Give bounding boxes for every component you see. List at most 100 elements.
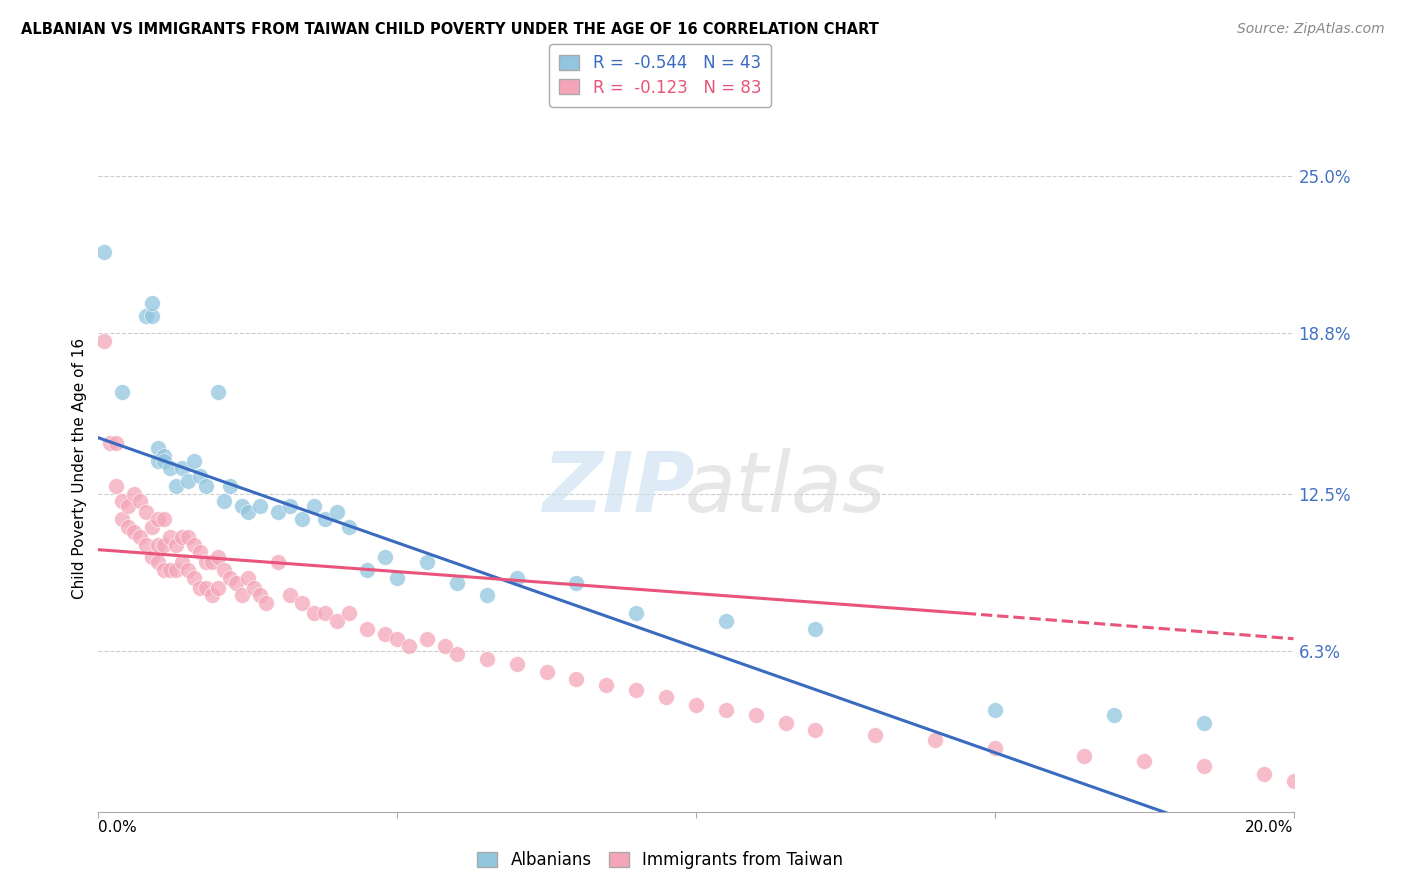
Point [111, 512, 134, 526]
Point [207, 384, 229, 399]
Point [141, 550, 163, 565]
Point [374, 626, 396, 640]
Point [141, 309, 163, 323]
Point [291, 596, 314, 610]
Point [172, 530, 194, 544]
Point [267, 504, 290, 518]
Point [111, 384, 134, 399]
Point [506, 571, 529, 585]
Point [135, 504, 157, 518]
Point [385, 571, 409, 585]
Point [236, 571, 259, 585]
Point [804, 622, 827, 636]
Point [506, 657, 529, 672]
Point [207, 550, 229, 565]
Point [148, 453, 170, 467]
Point [565, 575, 588, 590]
Point [1282, 774, 1305, 789]
Point [172, 461, 194, 475]
Point [153, 449, 176, 463]
Point [201, 556, 224, 570]
Point [865, 728, 887, 742]
Point [172, 556, 194, 570]
Point [775, 715, 797, 730]
Point [188, 581, 211, 595]
Point [1192, 759, 1215, 773]
Point [105, 479, 128, 493]
Point [356, 622, 378, 636]
Point [159, 461, 181, 475]
Point [188, 469, 211, 483]
Point [924, 733, 946, 747]
Point [804, 723, 827, 738]
Point [475, 589, 498, 603]
Point [195, 556, 218, 570]
Point [148, 441, 170, 455]
Point [626, 607, 648, 621]
Point [236, 504, 259, 518]
Text: Source: ZipAtlas.com: Source: ZipAtlas.com [1237, 22, 1385, 37]
Point [195, 479, 218, 493]
Point [148, 538, 170, 552]
Point [219, 571, 242, 585]
Point [249, 589, 271, 603]
Text: ALBANIAN VS IMMIGRANTS FROM TAIWAN CHILD POVERTY UNDER THE AGE OF 16 CORRELATION: ALBANIAN VS IMMIGRANTS FROM TAIWAN CHILD… [21, 22, 879, 37]
Point [165, 563, 187, 577]
Point [129, 530, 152, 544]
Point [225, 575, 247, 590]
Point [231, 500, 253, 514]
Point [177, 563, 200, 577]
Point [326, 504, 349, 518]
Point [249, 500, 271, 514]
Point [195, 581, 218, 595]
Point [153, 512, 176, 526]
Point [183, 571, 205, 585]
Point [475, 652, 498, 666]
Point [124, 524, 146, 539]
Point [339, 607, 360, 621]
Point [339, 520, 360, 534]
Point [219, 479, 242, 493]
Point [1253, 766, 1275, 780]
Point [165, 479, 187, 493]
Point [254, 596, 277, 610]
Point [446, 575, 468, 590]
Point [135, 309, 157, 323]
Text: 20.0%: 20.0% [1246, 820, 1294, 835]
Point [207, 581, 229, 595]
Point [434, 640, 457, 654]
Point [135, 538, 157, 552]
Point [374, 550, 396, 565]
Point [385, 632, 409, 646]
Point [302, 500, 325, 514]
Point [117, 500, 139, 514]
Point [595, 677, 617, 691]
Point [153, 563, 176, 577]
Point [1104, 708, 1126, 723]
Point [685, 698, 707, 712]
Point [278, 589, 301, 603]
Point [326, 614, 349, 628]
Point [201, 589, 224, 603]
Point [267, 556, 290, 570]
Point [536, 665, 558, 679]
Point [714, 703, 737, 717]
Point [159, 530, 181, 544]
Text: atlas: atlas [685, 449, 886, 530]
Point [212, 494, 235, 508]
Point [111, 494, 134, 508]
Point [159, 563, 181, 577]
Y-axis label: Child Poverty Under the Age of 16: Child Poverty Under the Age of 16 [72, 338, 87, 599]
Point [655, 690, 678, 705]
Point [1192, 715, 1215, 730]
Point [124, 487, 146, 501]
Point [183, 453, 205, 467]
Point [356, 563, 378, 577]
Point [165, 538, 187, 552]
Point [565, 673, 588, 687]
Point [93, 334, 115, 348]
Point [148, 512, 170, 526]
Point [315, 607, 337, 621]
Point [93, 245, 115, 260]
Point [1073, 748, 1095, 763]
